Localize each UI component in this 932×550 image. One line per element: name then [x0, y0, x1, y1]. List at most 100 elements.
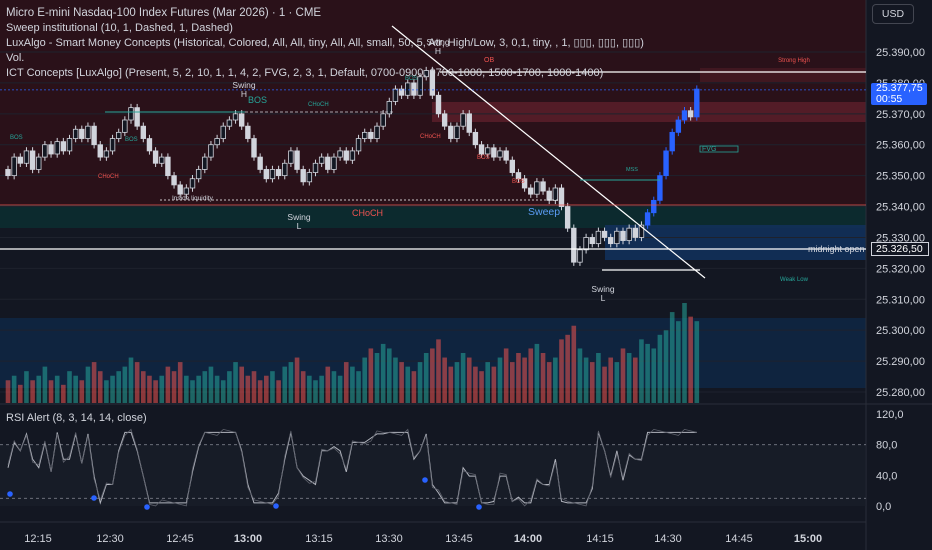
candle-body [189, 178, 196, 189]
volume-bar [141, 371, 146, 403]
rsi-tick-label: 40,0 [876, 470, 897, 482]
currency-button[interactable]: USD [872, 4, 914, 24]
candle-body [663, 150, 669, 177]
candle-body [681, 110, 688, 121]
volume-bar [147, 375, 152, 403]
rsi-tick-label: 0,0 [876, 501, 891, 513]
candle-body [79, 128, 85, 139]
strong-high-label: Strong High [778, 58, 810, 64]
bos-label: BOS [512, 179, 525, 185]
liquidity-zone [605, 225, 866, 260]
volume-bar [651, 348, 657, 403]
volume-bar [343, 362, 349, 403]
volume-bar [657, 334, 663, 403]
rsi-band [0, 444, 866, 506]
candle-body [657, 175, 663, 201]
volume-bar [356, 371, 361, 403]
volume-bar [626, 353, 632, 403]
volume-bar [282, 366, 288, 403]
candle-body [23, 150, 30, 164]
indicator-sweep[interactable]: Sweep institutional (10, 1, Dashed, 1, D… [6, 22, 233, 34]
candle-body [29, 150, 36, 170]
candle-body [245, 125, 251, 139]
volume-bar [85, 366, 91, 403]
candle-body [171, 175, 177, 186]
volume-bar [264, 375, 269, 403]
candle-body [491, 147, 497, 158]
swing-low-label: Swing [287, 212, 310, 222]
candle-body [122, 119, 128, 133]
volume-bar [405, 366, 411, 403]
candle-body [429, 70, 436, 96]
candle-body [448, 125, 454, 139]
swing-low-label: Swing [591, 284, 614, 294]
candle-body [374, 125, 380, 139]
volume-bar [577, 348, 583, 403]
price-tick-label: 25.320,00 [876, 263, 925, 275]
candle-body [208, 144, 214, 158]
fvg-box [699, 145, 739, 153]
volume-bar [294, 357, 300, 403]
time-tick-label: 14:30 [654, 533, 682, 545]
volume-bar [682, 303, 687, 403]
candle-body [534, 181, 540, 195]
candle-body [472, 131, 479, 146]
candle-body [103, 150, 110, 158]
bos-label: BOS [125, 137, 138, 143]
volume-bar [571, 325, 577, 403]
candle-body [72, 128, 79, 139]
weak-low-label: Weak Low [780, 277, 809, 283]
volume-bar [553, 357, 558, 403]
candle-body [417, 76, 423, 96]
candle-body [355, 138, 362, 152]
candle-body [368, 131, 374, 139]
volume-bar [510, 362, 515, 403]
candle-body [159, 156, 165, 164]
price-tick-label: 25.300,00 [876, 325, 925, 337]
indicator-ict[interactable]: ICT Concepts [LuxAlgo] (Present, 5, 2, 1… [6, 67, 604, 79]
candle-body [595, 230, 602, 245]
ob-label: OB [484, 57, 494, 64]
candle-body [466, 113, 472, 133]
volume-bar [676, 321, 681, 403]
candle-body [275, 169, 282, 177]
indicator-volume[interactable]: Vol. [6, 52, 25, 64]
candle-body [521, 178, 528, 189]
candle-body [288, 150, 294, 164]
candle-body [331, 156, 337, 170]
candle-body [54, 141, 60, 155]
volume-bar [134, 362, 140, 403]
volume-bar [220, 380, 226, 403]
candle-body [669, 131, 675, 152]
rsi-alert-dot [7, 491, 13, 497]
candle-body [146, 138, 153, 152]
volume-bar [466, 357, 472, 403]
volume-bar [583, 357, 589, 403]
price-tick-label: 25.340,00 [876, 202, 925, 214]
volume-bar [694, 321, 700, 403]
swing-low-label: L [601, 293, 606, 303]
rsi-legend[interactable]: RSI Alert (8, 3, 14, 14, close) [6, 412, 147, 424]
candle-body [325, 156, 331, 170]
current-price-value: 25.377,75 [876, 82, 923, 94]
volume-bar [460, 353, 466, 403]
volume-bar [399, 362, 404, 403]
indicator-smc[interactable]: LuxAlgo - Smart Money Concepts (Historic… [6, 37, 644, 49]
candle-body [540, 181, 546, 192]
midnight-open-label: midnight open [808, 244, 865, 254]
volume-bar [104, 380, 109, 403]
volume-bar [417, 362, 423, 403]
candle-body [454, 125, 460, 139]
candle-body [116, 131, 122, 139]
volume-bar [368, 348, 374, 403]
volume-bar [73, 375, 78, 403]
volume-bar [190, 380, 195, 403]
volume-bar [516, 353, 521, 403]
candle-body [441, 113, 448, 127]
volume-bar [546, 362, 552, 403]
candle-body [558, 187, 565, 207]
candle-body [380, 113, 386, 127]
chart-title[interactable]: Micro E-mini Nasdaq-100 Index Futures (M… [6, 7, 322, 19]
volume-bar [36, 375, 42, 403]
